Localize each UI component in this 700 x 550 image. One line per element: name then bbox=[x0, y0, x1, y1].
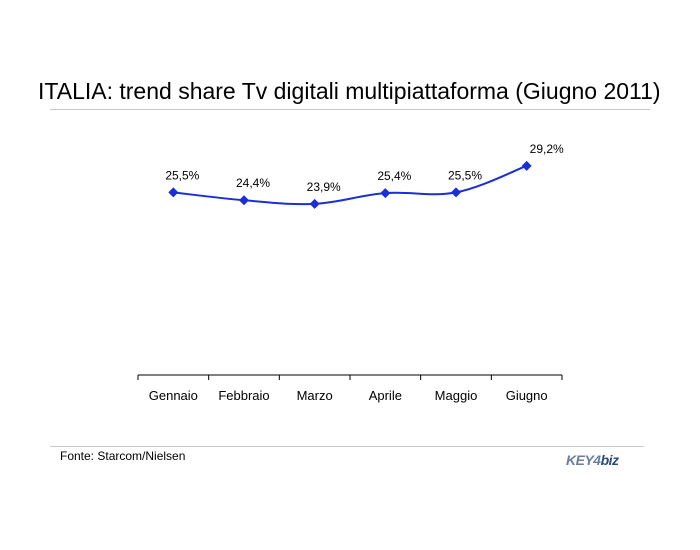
page-title: ITALIA: trend share Tv digitali multipia… bbox=[38, 78, 661, 104]
data-label: 29,2% bbox=[530, 142, 564, 156]
data-point-marker bbox=[451, 187, 461, 198]
data-point-marker bbox=[168, 187, 179, 198]
logo-text-key: KEY4 bbox=[566, 452, 601, 468]
brand-logo: KEY4biz bbox=[566, 452, 619, 468]
data-point-marker bbox=[309, 198, 320, 209]
x-tick-label: Gennaio bbox=[149, 388, 198, 403]
data-label: 25,5% bbox=[448, 168, 482, 182]
x-tick-label: Giugno bbox=[506, 388, 548, 403]
marker-group bbox=[168, 160, 532, 209]
x-tick-label: Marzo bbox=[297, 388, 333, 403]
series-line bbox=[173, 164, 528, 206]
title-divider bbox=[50, 109, 650, 110]
data-point-marker bbox=[239, 195, 249, 206]
data-point-marker bbox=[380, 188, 391, 199]
x-tick-label: Aprile bbox=[369, 388, 402, 403]
data-label: 24,4% bbox=[236, 176, 270, 190]
series-line-group bbox=[173, 164, 528, 206]
x-tick-label: Febbraio bbox=[218, 388, 269, 403]
data-label: 25,5% bbox=[165, 168, 199, 182]
logo-text-biz: biz bbox=[600, 452, 619, 468]
footer-divider bbox=[50, 446, 644, 447]
tick-label-group: Gennaio Febbraio Marzo Aprile Maggio Giugno bbox=[149, 388, 548, 403]
data-point-marker bbox=[521, 160, 532, 171]
data-label: 25,4% bbox=[377, 169, 411, 183]
data-label-group: 25,5% 24,4% 23,9% 25,4% 25,5% 29,2% bbox=[165, 142, 564, 194]
x-axis bbox=[137, 374, 563, 380]
source-note: Fonte: Starcom/Nielsen bbox=[60, 449, 186, 463]
data-label: 23,9% bbox=[307, 180, 341, 194]
x-tick-label: Maggio bbox=[435, 388, 478, 403]
